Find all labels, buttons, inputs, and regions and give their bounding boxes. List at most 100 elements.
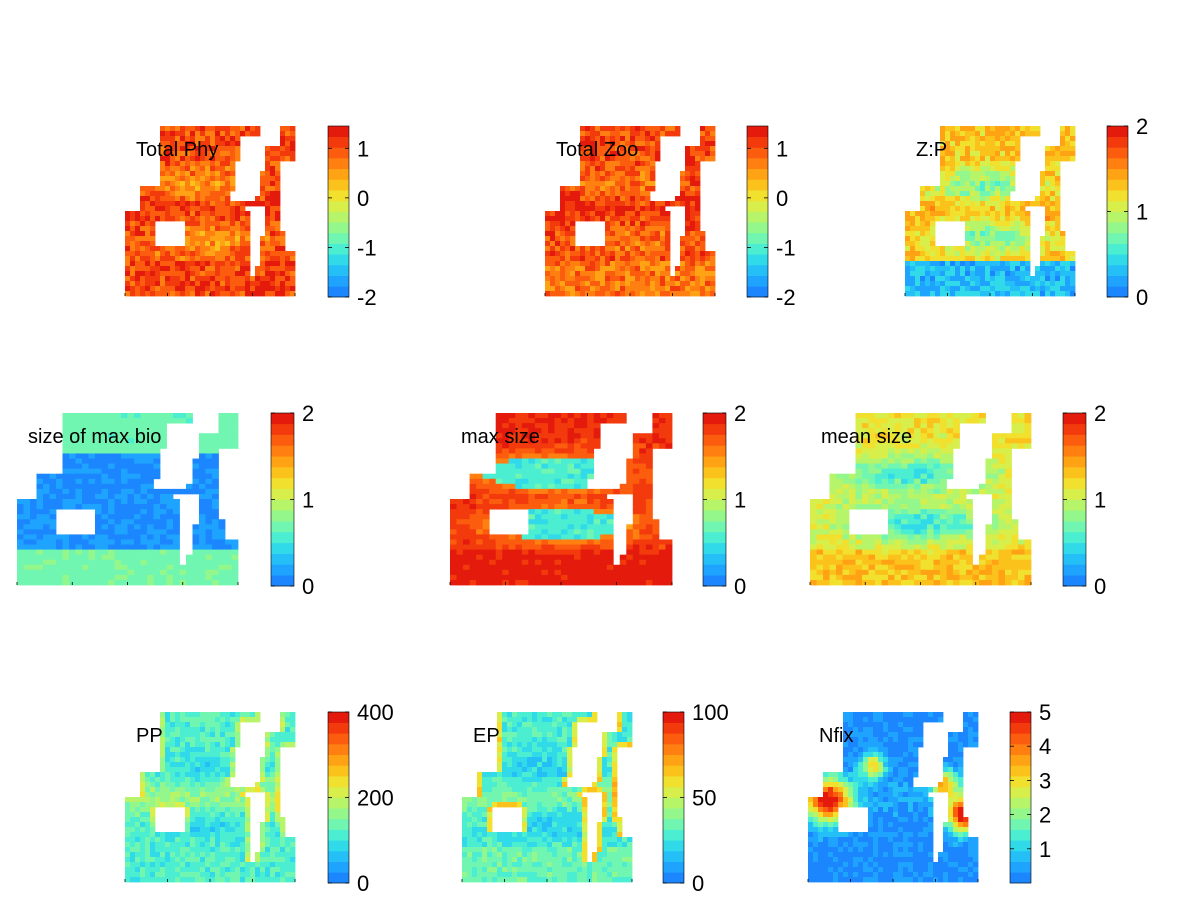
heatmap-cell: [970, 281, 976, 287]
heatmap-cell: [1020, 286, 1026, 292]
heatmap-cell: [600, 488, 608, 495]
heatmap-cell: [1010, 241, 1016, 247]
heatmap-cell: [502, 544, 510, 550]
heatmap-cell: [950, 206, 956, 212]
heatmap-cell: [145, 256, 151, 262]
heatmap-cell: [645, 458, 653, 464]
heatmap-cell: [550, 246, 556, 252]
heatmap-cell: [561, 458, 568, 464]
heatmap-cell: [894, 509, 902, 515]
heatmap-cell: [270, 216, 276, 222]
heatmap-cell: [823, 499, 830, 505]
heatmap-cell: [561, 488, 568, 495]
heatmap-cell: [130, 241, 136, 247]
heatmap-cell: [690, 291, 696, 297]
heatmap-cell: [995, 171, 1001, 177]
heatmap-cell: [561, 539, 568, 545]
heatmap-cell: [561, 524, 568, 530]
heatmap-cell: [205, 241, 211, 247]
heatmap-cell: [645, 534, 653, 540]
heatmap-cell: [933, 418, 941, 424]
heatmap-cell: [508, 544, 516, 550]
heatmap-cell: [534, 509, 542, 515]
heatmap-cell: [990, 221, 996, 227]
heatmap-cell: [816, 499, 824, 505]
colorbar-level: [328, 158, 349, 170]
heatmap-cell: [660, 276, 666, 282]
heatmap-cell: [595, 166, 601, 172]
heatmap-cell: [88, 504, 96, 510]
heatmap-cell: [212, 438, 219, 444]
heatmap-cell: [489, 504, 497, 510]
heatmap-cell: [195, 146, 201, 152]
heatmap-cell: [605, 166, 611, 172]
heatmap-cell: [855, 428, 863, 434]
heatmap-cell: [134, 423, 141, 429]
heatmap-cell: [235, 226, 241, 232]
heatmap-cell: [180, 261, 186, 267]
heatmap-cell: [593, 519, 601, 525]
heatmap-cell: [574, 534, 581, 540]
heatmap-cell: [218, 569, 226, 576]
heatmap-cell: [570, 261, 576, 267]
heatmap-cell: [170, 246, 176, 252]
heatmap-cell: [185, 186, 191, 192]
heatmap-cell: [933, 433, 941, 439]
heatmap-cell: [855, 504, 863, 510]
heatmap-cell: [17, 544, 24, 550]
heatmap-cell: [1020, 231, 1026, 237]
heatmap-cell: [290, 151, 296, 157]
heatmap-cell: [502, 539, 510, 545]
heatmap-cell: [985, 211, 991, 217]
heatmap-cell: [970, 126, 976, 132]
heatmap-cell: [275, 151, 281, 157]
heatmap-cell: [114, 448, 122, 454]
heatmap-cell: [655, 261, 661, 267]
heatmap-cell: [160, 544, 167, 550]
heatmap-cell: [901, 504, 908, 510]
heatmap-cell: [463, 559, 470, 566]
heatmap-cell: [690, 256, 696, 262]
heatmap-cell: [245, 286, 251, 292]
heatmap-cell: [575, 281, 581, 287]
heatmap-cell: [605, 286, 611, 292]
heatmap-cell: [173, 519, 180, 525]
heatmap-cell: [101, 504, 109, 510]
heatmap-cell: [1030, 126, 1036, 132]
heatmap-cell: [555, 281, 561, 287]
heatmap-cell: [220, 156, 226, 162]
colorbar-tick-label: 1: [776, 136, 788, 161]
heatmap-cell: [270, 161, 276, 167]
heatmap-cell: [230, 286, 236, 292]
heatmap-cell: [635, 231, 641, 237]
heatmap-cell: [1055, 201, 1061, 207]
heatmap-cell: [620, 221, 626, 227]
heatmap-cell: [965, 141, 971, 147]
heatmap-cell: [547, 504, 555, 510]
heatmap-cell: [95, 478, 102, 485]
heatmap-cell: [114, 499, 122, 505]
heatmap-cell: [482, 574, 490, 581]
heatmap-cell: [476, 564, 484, 571]
heatmap-cell: [135, 271, 141, 277]
heatmap-cell: [862, 413, 869, 419]
heatmap-cell: [235, 291, 241, 297]
heatmap-cell: [230, 131, 236, 137]
heatmap-cell: [180, 286, 186, 292]
heatmap-cell: [652, 574, 660, 581]
heatmap-cell: [593, 509, 601, 515]
heatmap-cell: [990, 186, 996, 192]
heatmap-cell: [580, 418, 588, 424]
heatmap-cell: [554, 423, 562, 429]
heatmap-cell: [620, 251, 626, 257]
heatmap-cell: [680, 276, 686, 282]
heatmap-cell: [135, 236, 141, 242]
heatmap-cell: [1011, 433, 1019, 439]
heatmap-cell: [561, 423, 568, 429]
heatmap-cell: [147, 509, 154, 515]
heatmap-cell: [515, 559, 523, 566]
heatmap-cell: [829, 488, 837, 495]
colorbar-level: [328, 275, 349, 287]
heatmap-cell: [245, 221, 251, 227]
heatmap-cell: [521, 488, 529, 495]
